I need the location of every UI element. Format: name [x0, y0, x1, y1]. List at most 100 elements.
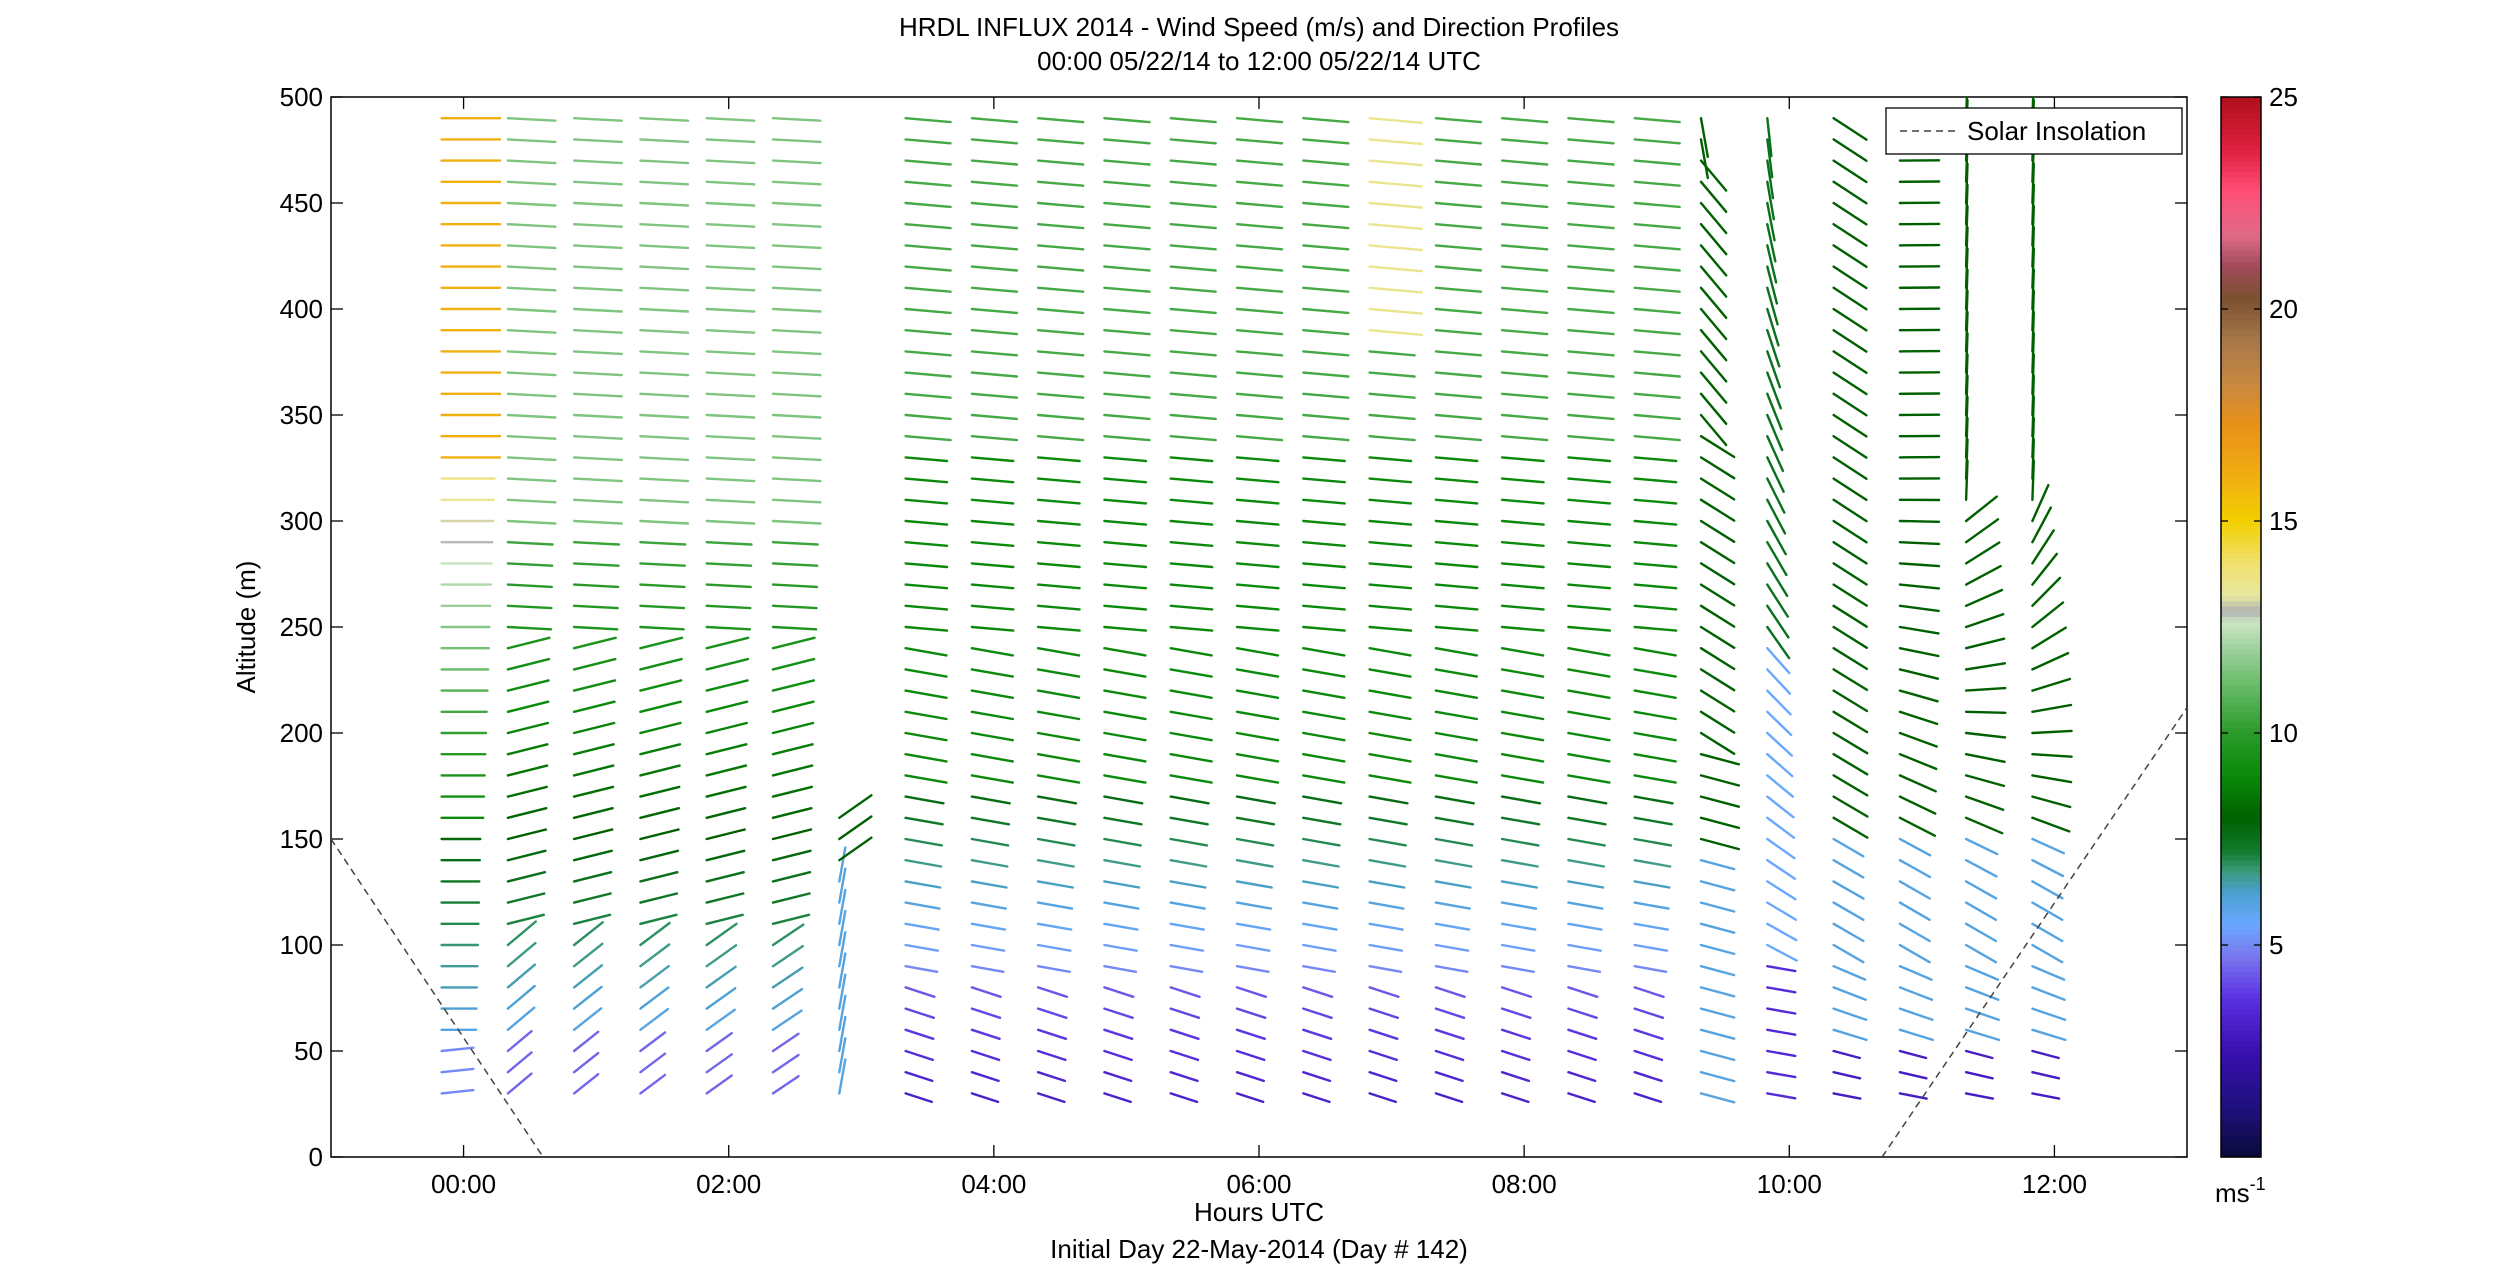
- wind-vector: [1434, 392, 1483, 399]
- wind-vector: [1633, 456, 1678, 463]
- wind-vector: [1434, 647, 1479, 657]
- wind-vector: [1964, 662, 2007, 671]
- wind-vector: [572, 892, 612, 904]
- wind-vector: [970, 201, 1019, 209]
- wind-vector: [705, 679, 749, 692]
- wind-vector: [1500, 562, 1545, 569]
- wind-vector: [1434, 371, 1483, 378]
- wind-vector: [2031, 1028, 2067, 1042]
- wind-vector: [506, 913, 545, 925]
- wind-vector: [1567, 625, 1612, 632]
- wind-vector: [1699, 244, 1728, 277]
- wind-vector: [1898, 1092, 1928, 1100]
- wind-vector: [1434, 731, 1479, 742]
- wind-vector: [1567, 413, 1615, 421]
- wind-vector: [1235, 307, 1284, 315]
- wind-vector: [1766, 201, 1776, 242]
- wind-vector: [904, 647, 948, 657]
- wind-vector: [639, 1052, 667, 1074]
- wind-vector: [1633, 541, 1678, 547]
- wind-vector: [1500, 498, 1545, 505]
- colorbar-segment: [2221, 844, 2261, 851]
- wind-vector: [1036, 519, 1081, 526]
- y-tick-label: 350: [280, 400, 323, 430]
- wind-vector: [904, 413, 952, 421]
- wind-vector: [572, 329, 623, 334]
- wind-vector: [506, 1051, 533, 1074]
- colorbar-segment: [2221, 1040, 2261, 1047]
- wind-vector: [705, 413, 756, 419]
- wind-vector: [1964, 637, 2006, 650]
- wind-vector: [1500, 837, 1540, 847]
- wind-vector: [639, 456, 690, 462]
- wind-vector: [1235, 668, 1280, 678]
- colorbar-segment: [2221, 277, 2261, 284]
- wind-vector: [1766, 498, 1787, 535]
- wind-vector: [771, 944, 804, 968]
- colorbar-segment: [2221, 383, 2261, 390]
- wind-vector: [1302, 116, 1350, 124]
- wind-vector: [904, 116, 952, 124]
- wind-vector: [705, 265, 756, 271]
- wind-vector: [1898, 1028, 1935, 1042]
- wind-vector: [1036, 710, 1081, 721]
- wind-vector: [1699, 498, 1736, 522]
- wind-vector: [1567, 350, 1615, 357]
- wind-vector: [1434, 837, 1474, 847]
- wind-vector: [1434, 413, 1483, 421]
- wind-vector: [705, 785, 747, 798]
- wind-vector: [970, 435, 1019, 442]
- wind-vector: [1368, 477, 1413, 484]
- wind-vector: [970, 159, 1019, 166]
- wind-vector: [1036, 1070, 1067, 1083]
- wind-vector: [1169, 753, 1213, 763]
- wind-vector: [1103, 477, 1148, 484]
- colorbar-segment: [2221, 171, 2261, 178]
- wind-vector: [1500, 1049, 1531, 1062]
- colorbar-segment: [2221, 833, 2261, 840]
- colorbar-segment: [2221, 245, 2261, 252]
- colorbar-segment: [2221, 430, 2261, 437]
- colorbar-tick-label: 15: [2269, 506, 2298, 536]
- wind-vector: [1898, 965, 1933, 981]
- colorbar-segment: [2221, 648, 2261, 655]
- wind-vector: [1633, 329, 1681, 336]
- wind-vector: [1567, 1092, 1596, 1104]
- colorbar-segment: [2221, 150, 2261, 156]
- wind-vector: [1302, 965, 1337, 973]
- wind-vector: [1567, 753, 1611, 763]
- wind-vector: [639, 1073, 667, 1095]
- wind-vector: [1235, 901, 1273, 910]
- wind-vector: [904, 138, 952, 145]
- wind-vector: [506, 636, 551, 650]
- wind-vector: [1103, 371, 1151, 378]
- wind-vector: [1766, 668, 1792, 695]
- colorbar-segment: [2221, 446, 2261, 453]
- colorbar-segment: [2221, 791, 2261, 798]
- colorbar-segment: [2221, 192, 2261, 199]
- wind-vector: [838, 1058, 847, 1095]
- wind-vector: [1302, 477, 1346, 484]
- wind-vector: [572, 1030, 600, 1053]
- wind-vector: [1832, 519, 1868, 544]
- wind-vector: [771, 519, 822, 525]
- x-tick-label: 12:00: [2022, 1169, 2087, 1199]
- wind-vector: [1964, 1028, 2001, 1042]
- wind-vector: [1500, 435, 1549, 442]
- wind-vector: [1766, 986, 1797, 994]
- wind-vector: [1235, 1028, 1267, 1041]
- plot-frame: [330, 96, 2188, 1158]
- wind-vector: [1368, 265, 1424, 273]
- wind-vector: [1964, 986, 2000, 1001]
- wind-vector: [572, 849, 613, 862]
- colorbar: [2220, 96, 2262, 1158]
- wind-vector: [2031, 816, 2071, 833]
- wind-vector: [1368, 413, 1416, 421]
- wind-vector: [904, 435, 952, 442]
- wind-vector: [1302, 753, 1346, 763]
- wind-vector: [1699, 795, 1741, 808]
- wind-vector: [1368, 816, 1408, 826]
- wind-vector: [1633, 922, 1670, 931]
- wind-vector: [705, 1008, 736, 1032]
- wind-vector: [1235, 625, 1280, 632]
